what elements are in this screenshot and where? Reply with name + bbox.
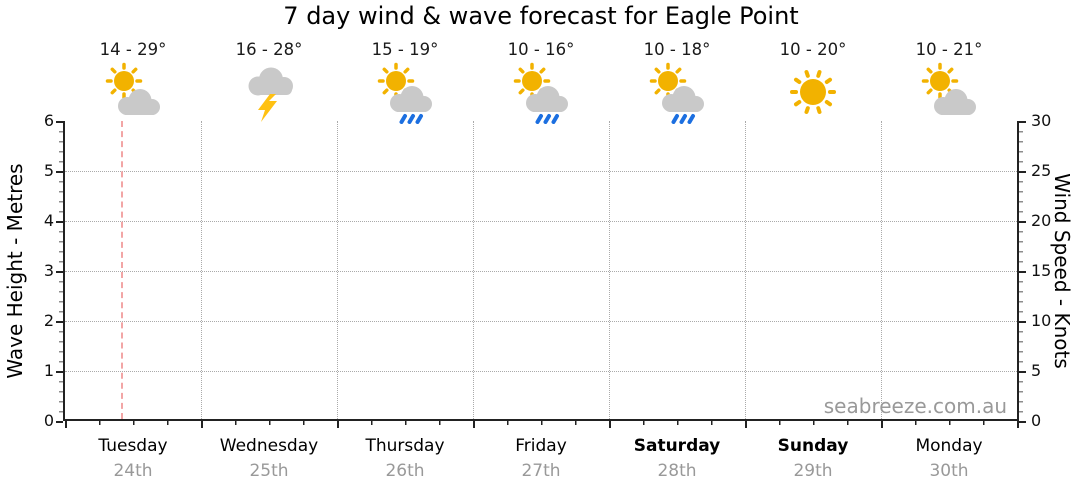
temperature-range-label: 16 - 28° bbox=[235, 40, 303, 59]
vertical-gridline bbox=[337, 121, 338, 419]
horizontal-gridline bbox=[65, 321, 1017, 322]
vertical-gridline bbox=[473, 121, 474, 419]
temperature-range-label: 10 - 20° bbox=[779, 40, 847, 59]
weather-icon bbox=[917, 62, 981, 124]
chart-title: 7 day wind & wave forecast for Eagle Poi… bbox=[283, 2, 799, 30]
weather-icon-glyph bbox=[924, 65, 977, 116]
day-label: Monday bbox=[915, 436, 983, 456]
wind-tick-label: 5 bbox=[1031, 361, 1042, 380]
weather-icon-glyph bbox=[792, 72, 834, 112]
plot-area: seabreeze.com.au bbox=[63, 121, 1019, 421]
weather-icon-glyph bbox=[108, 65, 161, 116]
day-label: Sunday bbox=[777, 436, 849, 456]
wave-tick-label: 1 bbox=[43, 361, 54, 380]
date-label: 29th bbox=[793, 461, 833, 481]
day-label: Tuesday bbox=[98, 436, 168, 456]
horizontal-gridline bbox=[65, 221, 1017, 222]
wind-tick-label: 15 bbox=[1031, 261, 1052, 280]
date-label: 24th bbox=[113, 461, 153, 481]
temperature-range-label: 15 - 19° bbox=[371, 40, 439, 59]
temperature-range-label: 10 - 18° bbox=[643, 40, 711, 59]
date-label: 28th bbox=[657, 461, 697, 481]
vertical-gridline bbox=[745, 121, 746, 419]
watermark: seabreeze.com.au bbox=[823, 394, 1007, 418]
wave-tick-label: 5 bbox=[43, 161, 54, 180]
wave-tick-label: 3 bbox=[43, 261, 54, 280]
temperature-range-label: 10 - 16° bbox=[507, 40, 575, 59]
date-label: 27th bbox=[521, 461, 561, 481]
weather-icon bbox=[509, 62, 573, 124]
day-label: Thursday bbox=[365, 436, 445, 456]
day-label: Saturday bbox=[633, 436, 721, 456]
weather-icon bbox=[237, 62, 301, 124]
vertical-gridline bbox=[881, 121, 882, 419]
date-label: 25th bbox=[249, 461, 289, 481]
wind-axis-major-ticks bbox=[1019, 121, 1026, 423]
weather-icon bbox=[101, 62, 165, 124]
wind-tick-label: 0 bbox=[1031, 411, 1042, 430]
wind-tick-label: 10 bbox=[1031, 311, 1052, 330]
day-label: Friday bbox=[515, 436, 567, 456]
wave-axis-major-ticks bbox=[56, 121, 63, 423]
wave-tick-label: 4 bbox=[43, 211, 54, 230]
weather-icon-glyph bbox=[652, 65, 705, 123]
horizontal-gridline bbox=[65, 371, 1017, 372]
time-axis-major-ticks bbox=[65, 421, 1019, 428]
day-label: Wednesday bbox=[219, 436, 319, 456]
temperature-range-label: 14 - 29° bbox=[99, 40, 167, 59]
weather-icon bbox=[781, 62, 845, 124]
weather-icon-glyph bbox=[380, 65, 433, 123]
wave-tick-label: 2 bbox=[43, 311, 54, 330]
temperature-range-label: 10 - 21° bbox=[915, 40, 983, 59]
vertical-gridline bbox=[201, 121, 202, 419]
weather-icon-glyph bbox=[516, 65, 569, 123]
weather-icon-glyph bbox=[249, 68, 294, 123]
weather-icon bbox=[645, 62, 709, 124]
vertical-gridline bbox=[609, 121, 610, 419]
wave-tick-label: 0 bbox=[43, 411, 54, 430]
date-label: 30th bbox=[929, 461, 969, 481]
horizontal-gridline bbox=[65, 171, 1017, 172]
wave-tick-label: 6 bbox=[43, 111, 54, 130]
weather-icon bbox=[373, 62, 437, 124]
horizontal-gridline bbox=[65, 271, 1017, 272]
wind-tick-label: 25 bbox=[1031, 161, 1052, 180]
date-label: 26th bbox=[385, 461, 425, 481]
wind-tick-label: 20 bbox=[1031, 211, 1052, 230]
wind-tick-label: 30 bbox=[1031, 111, 1052, 130]
now-marker-line bbox=[121, 121, 123, 419]
